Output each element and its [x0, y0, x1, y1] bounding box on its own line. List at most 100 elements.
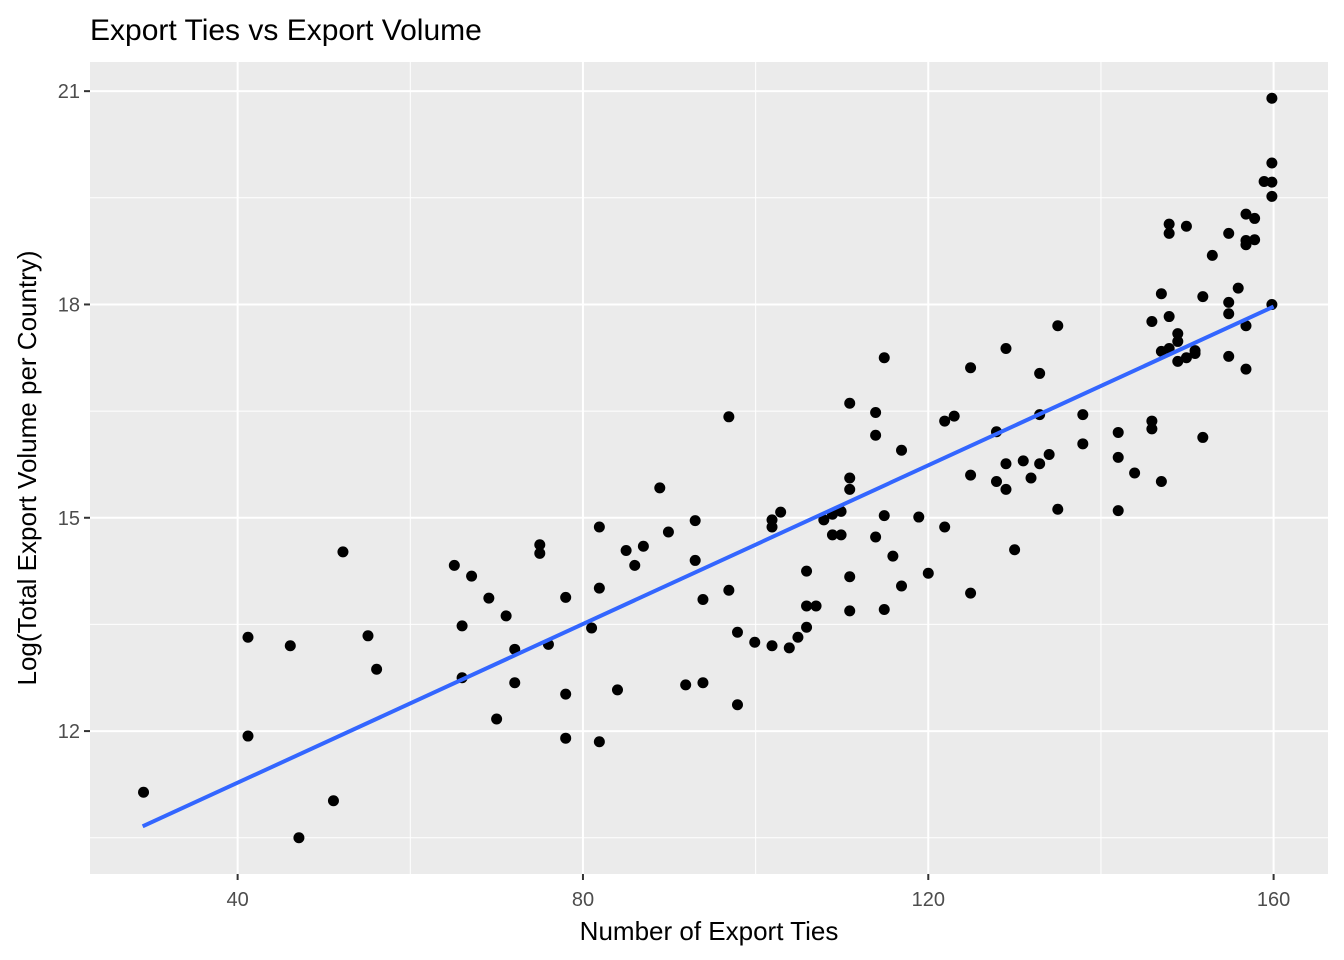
point	[1249, 234, 1261, 246]
point	[1206, 249, 1218, 261]
point	[362, 630, 374, 642]
point	[965, 587, 977, 599]
point	[611, 684, 623, 696]
point	[448, 559, 460, 571]
y-tick-label: 15	[58, 508, 80, 530]
point	[534, 539, 546, 551]
point	[1266, 157, 1278, 169]
point	[965, 469, 977, 481]
point	[1146, 423, 1158, 435]
point	[654, 482, 666, 494]
point	[810, 600, 822, 612]
point	[1155, 288, 1167, 300]
point	[844, 605, 856, 617]
point	[731, 699, 743, 711]
point	[1172, 355, 1184, 367]
y-tick-label: 12	[58, 721, 80, 743]
point	[1197, 431, 1209, 443]
chart-title: Export Ties vs Export Volume	[90, 14, 482, 47]
point	[844, 397, 856, 409]
point	[878, 352, 890, 364]
point	[327, 795, 339, 807]
point	[775, 506, 787, 518]
point	[965, 362, 977, 374]
point	[337, 546, 349, 558]
point	[990, 476, 1002, 488]
point	[870, 429, 882, 441]
point	[689, 515, 701, 527]
point	[948, 410, 960, 422]
point	[662, 526, 674, 538]
point	[560, 591, 572, 603]
point	[483, 592, 495, 604]
point	[870, 531, 882, 543]
point	[1172, 335, 1184, 347]
point	[1043, 448, 1055, 460]
point	[242, 730, 254, 742]
point	[1240, 208, 1252, 220]
point	[922, 567, 934, 579]
point	[1223, 296, 1235, 308]
x-tick-label: 80	[572, 889, 594, 911]
point	[1189, 348, 1201, 360]
point	[896, 444, 908, 456]
point	[1112, 451, 1124, 463]
point	[1266, 92, 1278, 104]
point	[783, 642, 795, 654]
point	[878, 510, 890, 522]
x-axis-label: Number of Export Ties	[580, 916, 839, 946]
point	[689, 554, 701, 566]
trend-line	[141, 304, 1275, 829]
point	[593, 582, 605, 594]
point	[1163, 227, 1175, 239]
point	[620, 544, 632, 556]
point	[835, 529, 847, 541]
point	[371, 663, 383, 675]
point	[1266, 176, 1278, 188]
point	[456, 620, 468, 632]
point	[801, 565, 813, 577]
point	[491, 713, 503, 725]
point	[1172, 328, 1184, 340]
point	[749, 636, 761, 648]
point	[878, 603, 890, 615]
point	[723, 584, 735, 596]
point	[1163, 218, 1175, 230]
point	[723, 411, 735, 423]
point	[697, 677, 709, 689]
point	[1009, 544, 1021, 556]
point	[939, 521, 951, 533]
point	[1232, 282, 1244, 294]
point	[1223, 350, 1235, 362]
point	[293, 832, 305, 844]
point	[534, 547, 546, 559]
point	[1052, 320, 1064, 332]
point	[680, 679, 692, 691]
point	[801, 621, 813, 633]
point	[1163, 311, 1175, 323]
point	[844, 483, 856, 495]
point	[1240, 363, 1252, 375]
point	[1112, 426, 1124, 438]
x-tick-label: 40	[227, 889, 249, 911]
point	[697, 594, 709, 606]
point	[593, 736, 605, 748]
point	[1017, 455, 1029, 467]
point	[1223, 308, 1235, 320]
panel	[90, 62, 1328, 874]
point	[1266, 190, 1278, 202]
x-tick-label: 120	[912, 889, 945, 911]
point	[870, 407, 882, 419]
point	[1077, 438, 1089, 450]
point	[766, 521, 778, 533]
point	[801, 600, 813, 612]
point	[500, 610, 512, 622]
y-tick-label: 21	[58, 81, 80, 103]
point	[593, 521, 605, 533]
point	[1240, 239, 1252, 251]
point	[1240, 320, 1252, 332]
x-tick-label: 160	[1257, 889, 1290, 911]
point	[1223, 227, 1235, 239]
